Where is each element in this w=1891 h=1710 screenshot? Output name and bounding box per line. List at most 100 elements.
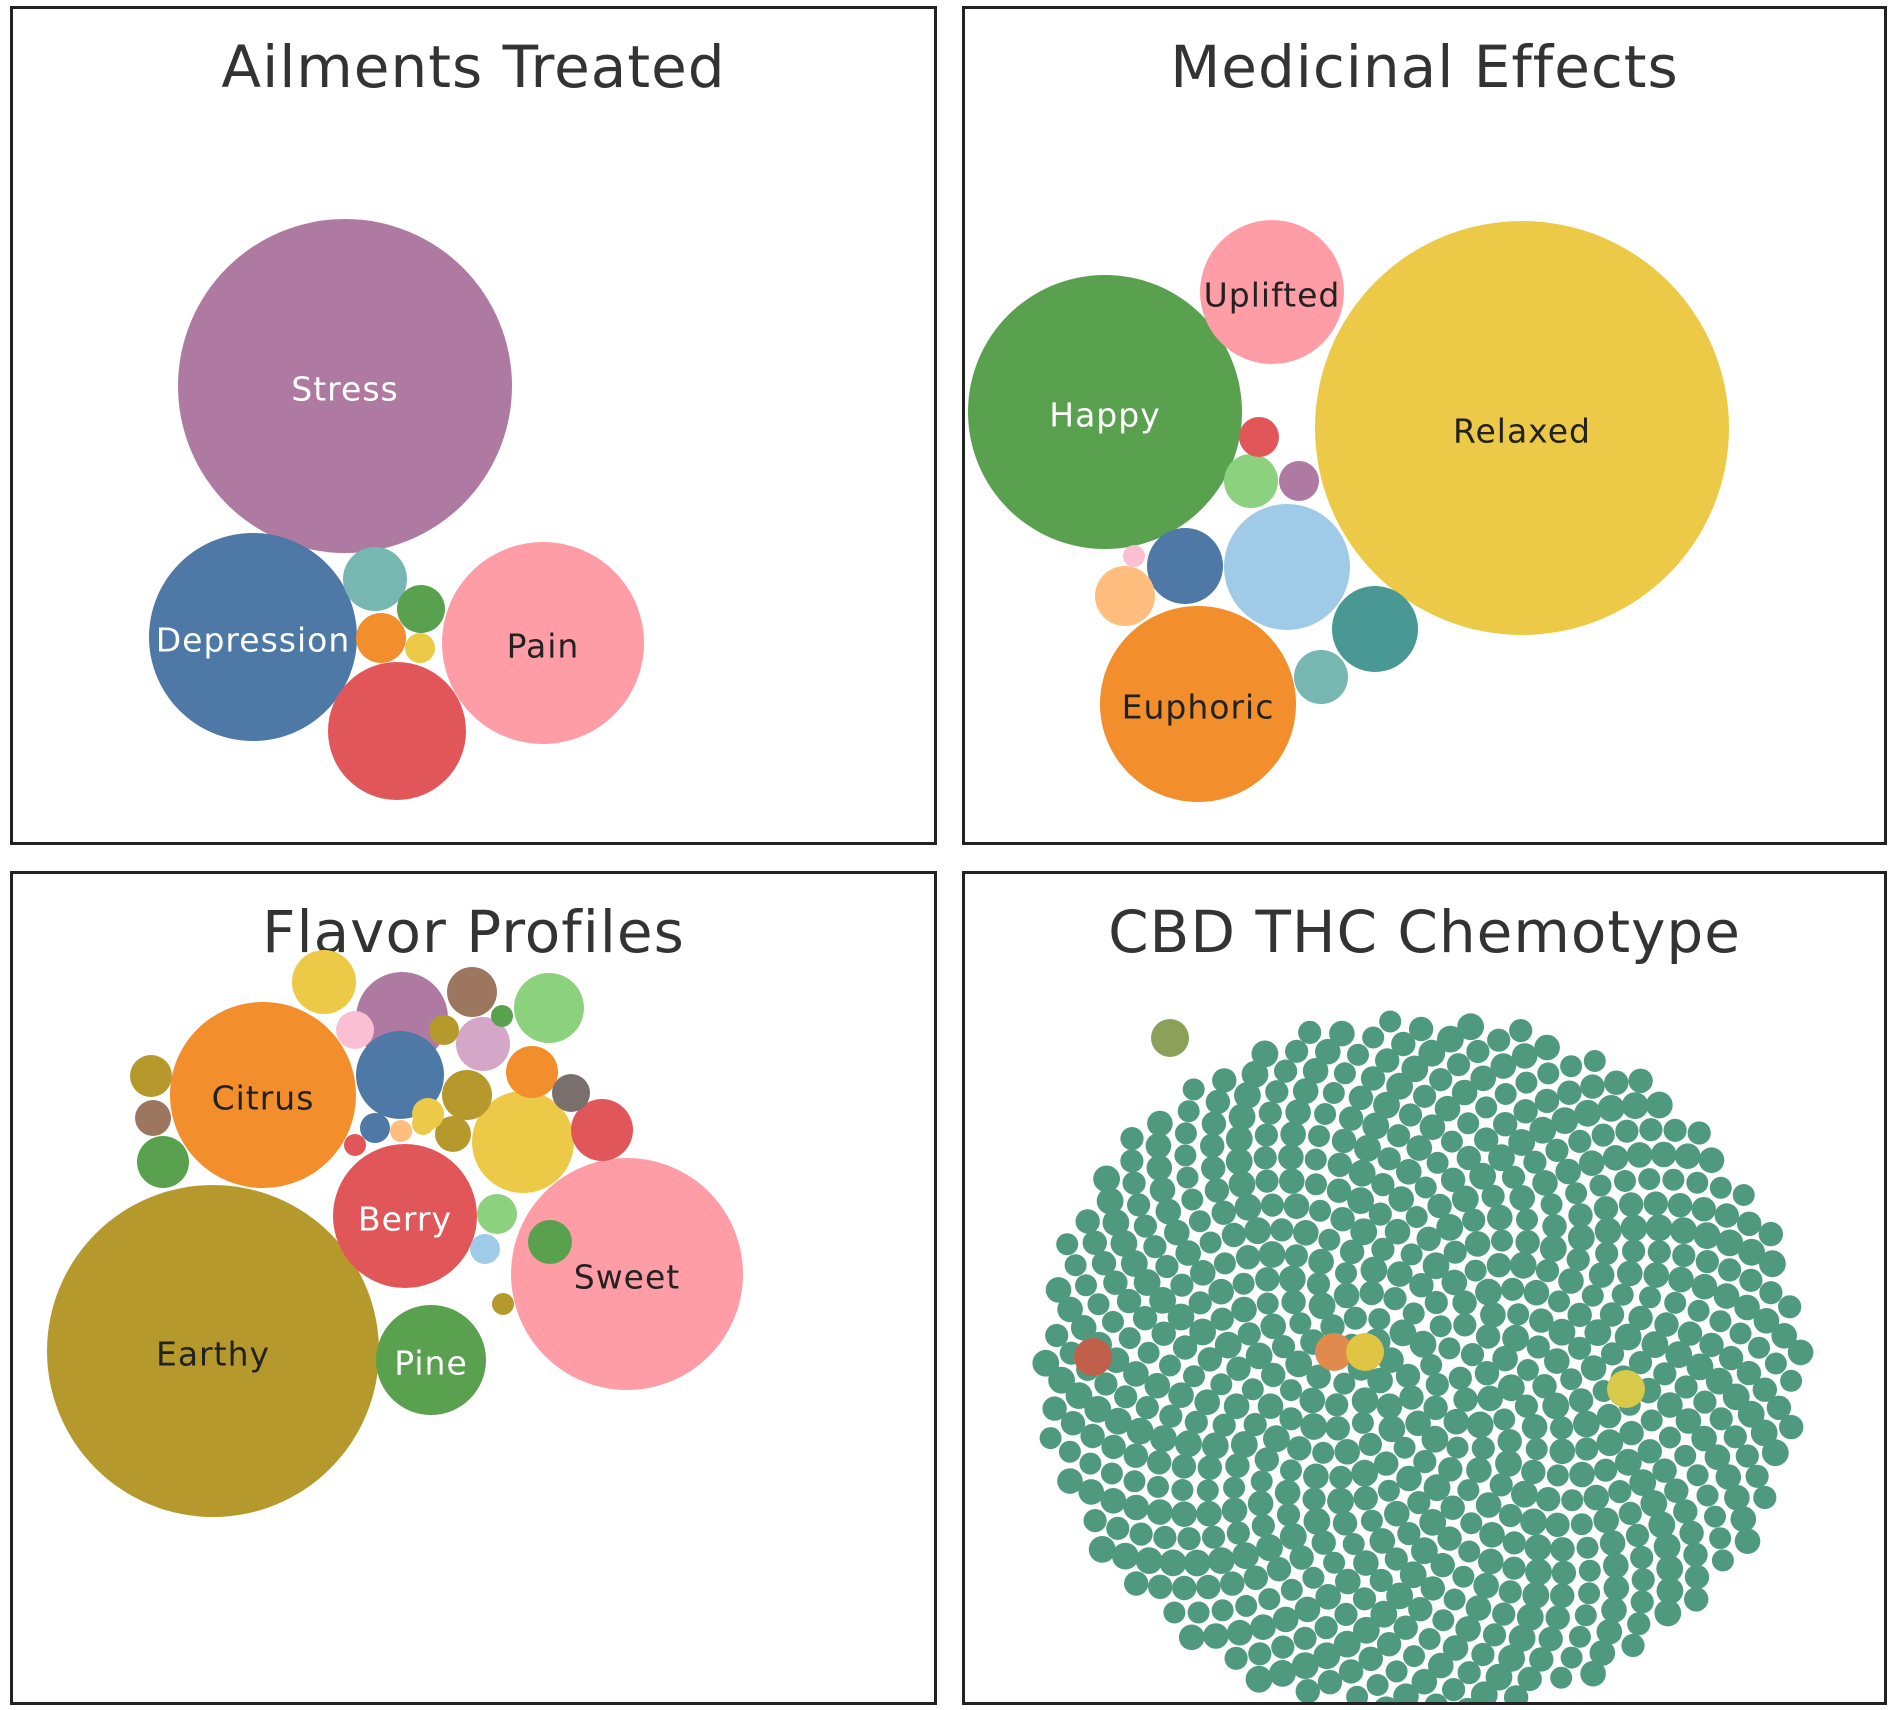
chemotype-bubble bbox=[1599, 1530, 1626, 1556]
chemotype-bubble bbox=[1534, 1034, 1560, 1061]
bubble-6 bbox=[356, 613, 406, 663]
chemotype-bubble bbox=[1172, 1575, 1197, 1601]
chemotype-bubble bbox=[1212, 1068, 1237, 1093]
bubble-5-circle bbox=[472, 1091, 574, 1193]
chemotype-bubble bbox=[1335, 1568, 1361, 1595]
bubble-16-circle bbox=[528, 1220, 572, 1264]
happy-bubble: Happy bbox=[968, 275, 1242, 549]
bubble-15-circle bbox=[442, 1070, 492, 1120]
chemotype-bubble bbox=[1425, 1373, 1449, 1397]
chemotype-bubble bbox=[1546, 1464, 1569, 1487]
chemotype-bubble bbox=[1100, 1488, 1127, 1514]
chemotype-bubble bbox=[1261, 1362, 1286, 1388]
bubble-14-circle bbox=[447, 967, 497, 1017]
chemotype-bubble bbox=[1147, 1110, 1173, 1137]
bubble-7 bbox=[1095, 566, 1155, 626]
chemotype-bubble bbox=[1509, 1019, 1533, 1043]
chemotype-bubble bbox=[1430, 1552, 1455, 1578]
bubble-7-circle bbox=[356, 1031, 444, 1119]
bubble-6-circle bbox=[1147, 528, 1223, 604]
chemotype-bubble bbox=[1374, 1451, 1399, 1476]
chemotype-bubble bbox=[1241, 1378, 1264, 1401]
chemotype-bubble bbox=[1425, 1693, 1448, 1702]
chemotype-bubble bbox=[1220, 1571, 1245, 1596]
chemotype-bubble bbox=[1207, 1547, 1235, 1574]
chemotype-bubble bbox=[1343, 1306, 1367, 1330]
bubble-5 bbox=[1332, 586, 1418, 672]
chemotype-bubble bbox=[1736, 1360, 1762, 1386]
chemotype-bubble bbox=[1432, 1609, 1455, 1632]
chemotype-bubble bbox=[1641, 1331, 1669, 1358]
chemotype-bubble bbox=[1060, 1411, 1086, 1436]
chemotype-bubble bbox=[1441, 1269, 1468, 1296]
bubble-5-circle bbox=[397, 585, 445, 633]
bubble-29-circle bbox=[390, 1120, 412, 1142]
chemotype-bubble bbox=[1581, 1284, 1604, 1307]
chemotype-bubble bbox=[1580, 1660, 1606, 1687]
chemotype-bubble bbox=[1603, 1552, 1629, 1579]
bubble-21 bbox=[477, 1194, 517, 1234]
chemotype-bubble bbox=[1525, 1558, 1552, 1586]
bubble-18 bbox=[435, 1116, 471, 1152]
bubble-17-circle bbox=[130, 1055, 172, 1097]
chemotype-bubble bbox=[1705, 1367, 1733, 1395]
chemotype-bubble bbox=[1686, 1464, 1709, 1487]
chemotype-bubble bbox=[1419, 1114, 1446, 1140]
chemotype-bubble bbox=[1414, 1176, 1437, 1199]
chemotype-bubble bbox=[1213, 1252, 1236, 1275]
chemotype-bubble bbox=[1515, 1071, 1538, 1094]
chemotype-bubble bbox=[1486, 1253, 1512, 1278]
chemotype-bubble bbox=[1723, 1425, 1747, 1449]
chemotype-bubble bbox=[1171, 1501, 1197, 1527]
chemotype-bubble bbox=[1378, 1415, 1406, 1443]
chemotype-bubble bbox=[1735, 1444, 1759, 1468]
chemotype-bubble bbox=[1672, 1243, 1696, 1268]
chemotype-bubble-chart bbox=[1032, 1010, 1814, 1702]
chemotype-bubble bbox=[1353, 1486, 1378, 1511]
chemotype-bubble bbox=[1333, 1630, 1361, 1658]
chemotype-bubble bbox=[1280, 1578, 1303, 1601]
chemotype-bubble bbox=[1545, 1605, 1570, 1630]
bubble-30 bbox=[492, 1293, 514, 1315]
chemotype-bubble bbox=[1048, 1366, 1075, 1394]
bubble-11-circle bbox=[506, 1046, 558, 1098]
chemotype-bubble bbox=[1334, 1602, 1358, 1626]
pain-bubble-circle bbox=[442, 542, 644, 744]
bubble-4 bbox=[343, 547, 407, 611]
chemotype-bubble bbox=[1498, 1503, 1523, 1528]
chemotype-bubble bbox=[1358, 1646, 1383, 1671]
chart-title: CBD THC Chemotype bbox=[1108, 898, 1741, 966]
chemotype-bubble bbox=[1451, 1185, 1479, 1213]
chemotype-bubble bbox=[1334, 1439, 1360, 1465]
chemotype-bubble bbox=[1558, 1268, 1584, 1294]
chemotype-bubble bbox=[1443, 1240, 1467, 1264]
chemotype-bubble bbox=[1436, 1214, 1464, 1241]
chemotype-bubble bbox=[1470, 1681, 1498, 1702]
chemotype-bubble bbox=[1360, 1066, 1386, 1091]
chemotype-bubble bbox=[1196, 1574, 1221, 1600]
chemotype-bubble bbox=[1201, 1155, 1226, 1181]
chemotype-bubble bbox=[1453, 1313, 1477, 1337]
chemotype-bubble bbox=[1188, 1210, 1211, 1233]
chemotype-bubble bbox=[1385, 1660, 1408, 1683]
chemotype-bubble bbox=[1695, 1250, 1719, 1274]
chemotype-bubble bbox=[1120, 1250, 1148, 1277]
chemotype-bubble bbox=[1502, 1556, 1526, 1580]
chemotype-bubble bbox=[1593, 1196, 1619, 1221]
chemotype-bubble bbox=[1118, 1327, 1141, 1350]
chemotype-bubble bbox=[1203, 1623, 1229, 1649]
chemotype-bubble bbox=[1143, 1235, 1167, 1259]
chemotype-bubble bbox=[1388, 1186, 1414, 1212]
chemotype-bubble bbox=[1713, 1283, 1740, 1309]
chemotype-bubble bbox=[1377, 1147, 1401, 1171]
chemotype-bubble bbox=[1254, 1447, 1279, 1472]
medicinal-effects-panel: Medicinal Effects Relaxed Happy Euphoric Up… bbox=[962, 6, 1887, 845]
earthy-bubble: Earthy bbox=[47, 1185, 379, 1517]
chemotype-bubble bbox=[1221, 1497, 1248, 1524]
chemotype-bubble bbox=[1183, 1365, 1205, 1388]
chemotype-bubble bbox=[1620, 1214, 1648, 1242]
chemotype-bubble bbox=[1549, 1438, 1576, 1465]
chemotype-bubble bbox=[1487, 1204, 1513, 1231]
chemotype-bubble bbox=[1475, 1278, 1502, 1306]
chemotype-bubble bbox=[1199, 1231, 1222, 1254]
